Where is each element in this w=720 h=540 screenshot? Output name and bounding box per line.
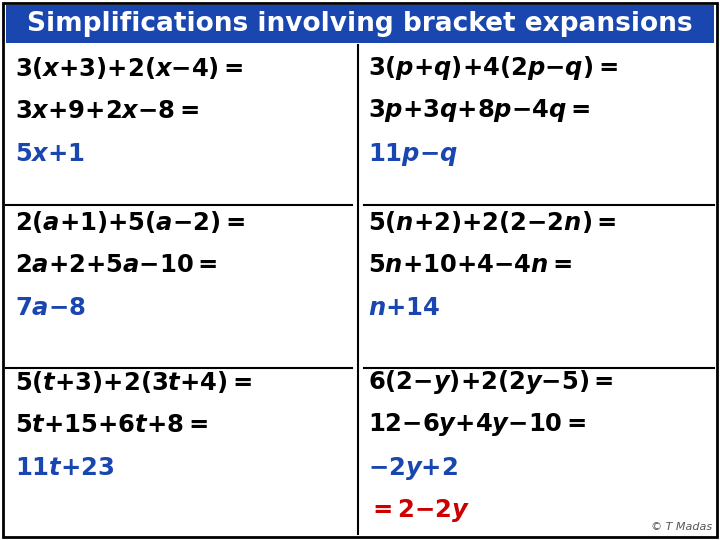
Text: $\mathbf{3}\mathbf{(}\boldsymbol{p}\mathbf{+}\boldsymbol{q}\mathbf{)}\mathbf{+}\: $\mathbf{3}\mathbf{(}\boldsymbol{p}\math… (368, 54, 618, 82)
Text: $\mathbf{1}\mathbf{1}\boldsymbol{p}\mathbf{-}\boldsymbol{q}$: $\mathbf{1}\mathbf{1}\boldsymbol{p}\math… (368, 140, 458, 167)
Text: $\mathbf{3}\boldsymbol{p}\mathbf{+}\mathbf{3}\boldsymbol{q}\mathbf{+}\mathbf{8}\: $\mathbf{3}\boldsymbol{p}\mathbf{+}\math… (368, 98, 590, 125)
Text: $\boldsymbol{n}\mathbf{+}\mathbf{1}\mathbf{4}$: $\boldsymbol{n}\mathbf{+}\mathbf{1}\math… (368, 296, 440, 320)
Text: $\mathbf{2}\boldsymbol{a}\mathbf{+}\mathbf{2}\mathbf{+}\mathbf{5}\boldsymbol{a}\: $\mathbf{2}\boldsymbol{a}\mathbf{+}\math… (15, 253, 217, 277)
Text: $\mathbf{6}\mathbf{(}\mathbf{2}\mathbf{-}\boldsymbol{y}\mathbf{)}\mathbf{+}\math: $\mathbf{6}\mathbf{(}\mathbf{2}\mathbf{-… (368, 368, 613, 396)
Text: $\mathbf{1}\mathbf{1}\boldsymbol{t}\mathbf{+}\mathbf{2}\mathbf{3}$: $\mathbf{1}\mathbf{1}\boldsymbol{t}\math… (15, 456, 114, 480)
Text: $\mathbf{2}\mathbf{(}\boldsymbol{a}\mathbf{+}\mathbf{1}\mathbf{)}\mathbf{+}\math: $\mathbf{2}\mathbf{(}\boldsymbol{a}\math… (15, 209, 245, 235)
Text: $\mathbf{-}\mathbf{2}\boldsymbol{y}\mathbf{+}\mathbf{2}$: $\mathbf{-}\mathbf{2}\boldsymbol{y}\math… (368, 455, 458, 482)
Text: © T Madas: © T Madas (651, 522, 712, 532)
Text: $\mathbf{5}\mathbf{(}\boldsymbol{n}\mathbf{+}\mathbf{2}\mathbf{)}\mathbf{+}\math: $\mathbf{5}\mathbf{(}\boldsymbol{n}\math… (368, 209, 616, 235)
Text: $\mathbf{5}\mathbf{(}\boldsymbol{t}\mathbf{+}\mathbf{3}\mathbf{)}\mathbf{+}\math: $\mathbf{5}\mathbf{(}\boldsymbol{t}\math… (15, 369, 252, 395)
Text: $\mathbf{3}\boldsymbol{x}\mathbf{+}\mathbf{9}\mathbf{+}\mathbf{2}\boldsymbol{x}\: $\mathbf{3}\boldsymbol{x}\mathbf{+}\math… (15, 99, 199, 123)
Bar (6, 5, 714, 43)
Text: Simplifications involving bracket expansions: Simplifications involving bracket expans… (27, 11, 693, 37)
Text: $\mathbf{5}\boldsymbol{t}\mathbf{+}\mathbf{1}\mathbf{5}\mathbf{+}\mathbf{6}\bold: $\mathbf{5}\boldsymbol{t}\mathbf{+}\math… (15, 413, 208, 437)
Text: $\mathbf{1}\mathbf{2}\mathbf{-}\mathbf{6}\boldsymbol{y}\mathbf{+}\mathbf{4}\bold: $\mathbf{1}\mathbf{2}\mathbf{-}\mathbf{6… (368, 411, 586, 438)
Text: $\mathbf{7}\boldsymbol{a}\mathbf{-}\mathbf{8}$: $\mathbf{7}\boldsymbol{a}\mathbf{-}\math… (15, 296, 86, 320)
Text: $\mathbf{5}\boldsymbol{n}\mathbf{+}\mathbf{1}\mathbf{0}\mathbf{+}\mathbf{4}\math: $\mathbf{5}\boldsymbol{n}\mathbf{+}\math… (368, 253, 572, 277)
Text: $\mathbf{=}\mathbf{2}\mathbf{-}\mathbf{2}\boldsymbol{y}$: $\mathbf{=}\mathbf{2}\mathbf{-}\mathbf{2… (368, 497, 470, 524)
Text: $\mathbf{3}\mathbf{(}\boldsymbol{x}\mathbf{+}\mathbf{3}\mathbf{)}\mathbf{+}\math: $\mathbf{3}\mathbf{(}\boldsymbol{x}\math… (15, 55, 243, 81)
Text: $\mathbf{5}\boldsymbol{x}\mathbf{+}\mathbf{1}$: $\mathbf{5}\boldsymbol{x}\mathbf{+}\math… (15, 142, 85, 166)
